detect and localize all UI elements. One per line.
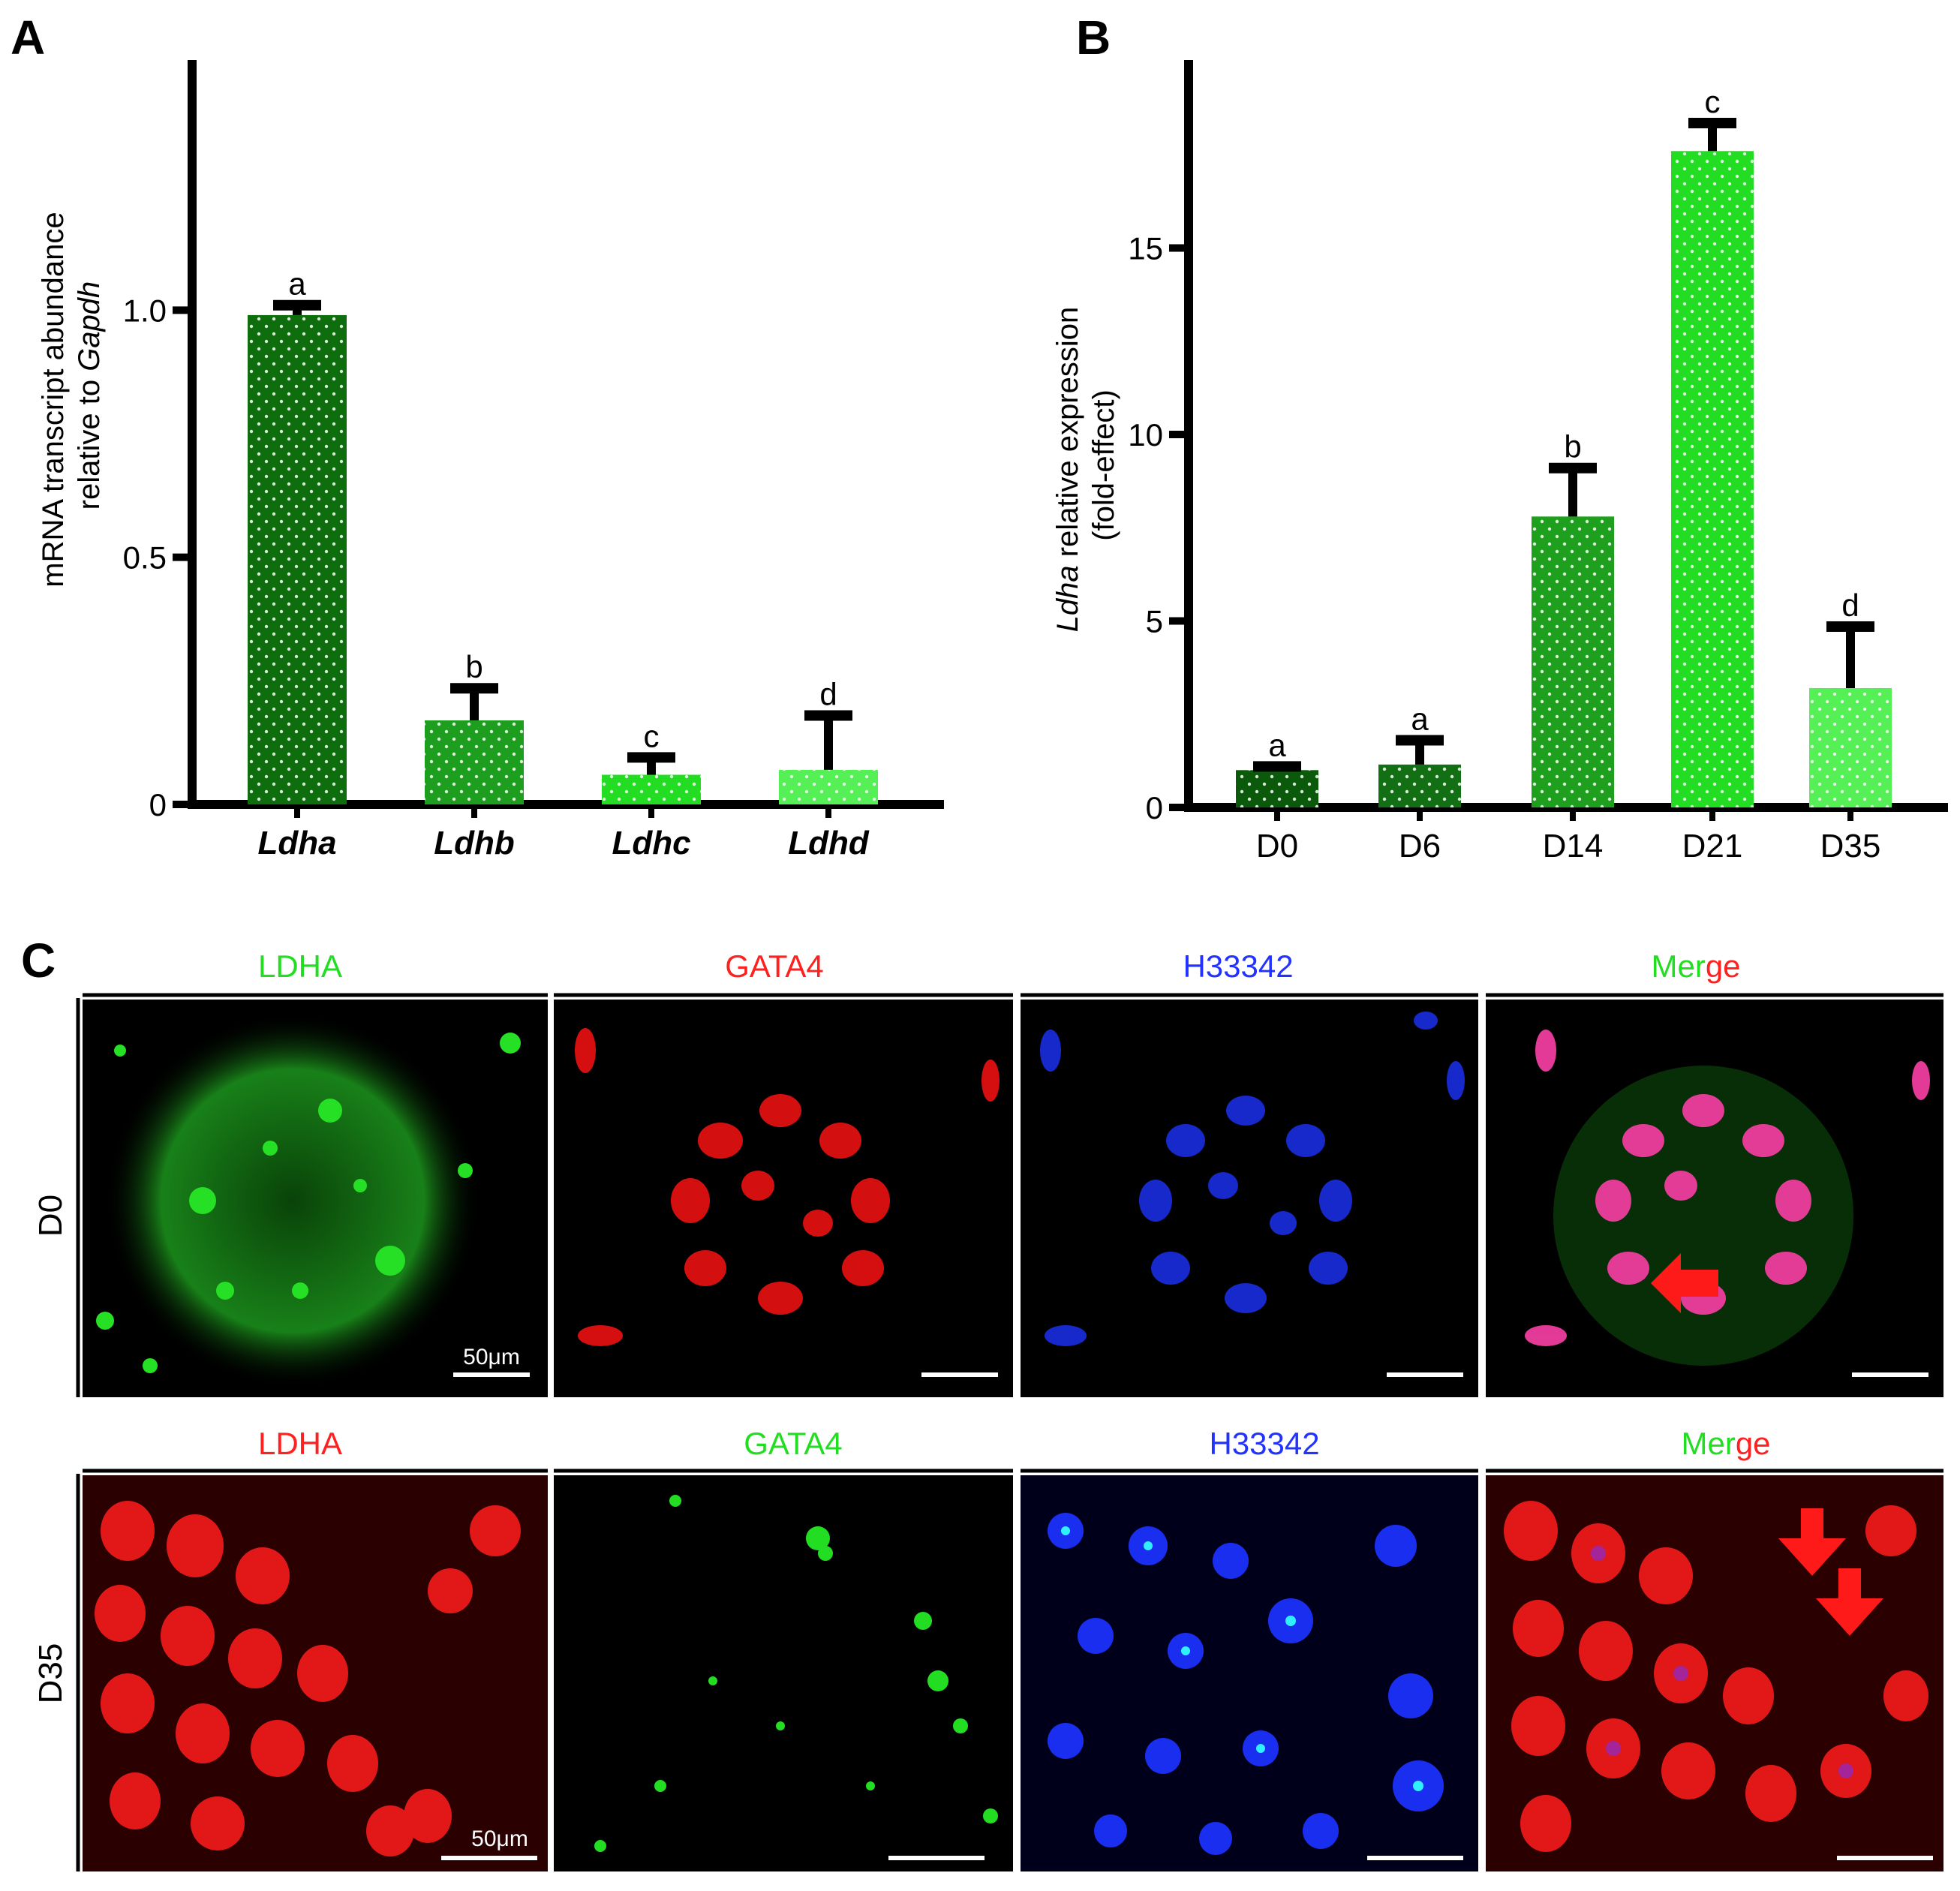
merge-part-green-2: Mer (1681, 1426, 1735, 1461)
chart-a-sig-letter: b (465, 649, 482, 684)
chart-b-ytick-label: 10 (1128, 417, 1163, 452)
chart-b-sig-letter: d (1841, 588, 1859, 623)
chart-a-ylabel-line1: mRNA transcript abundance (37, 212, 70, 587)
header-d35-gata4: GATA4 (744, 1426, 842, 1461)
chart-b-sig-letter: a (1268, 727, 1286, 762)
chart-b-sig-letter: a (1411, 702, 1429, 737)
chart-b-category-label: D21 (1682, 828, 1743, 864)
header-d35-ldha: LDHA (258, 1426, 342, 1461)
micrograph-d0-merge (1486, 1000, 1943, 1397)
chart-a-sig-letter: c (644, 718, 660, 753)
scale-label-d35: 50μm (471, 1826, 528, 1851)
chart-a-ytick-label: 0.5 (123, 540, 167, 576)
chart-a-bar-texture (779, 769, 878, 804)
micrograph-d35-ldha: 50μm (83, 1475, 548, 1871)
chart-b-sig-letter: b (1564, 429, 1581, 464)
merge-arrow-d0 (1651, 1253, 1718, 1313)
header-d35-merge: Merge (1681, 1426, 1770, 1461)
chart-b-bar-texture (1532, 516, 1614, 807)
chart-b-bar-texture (1671, 151, 1754, 807)
header-d0-ldha: LDHA (258, 949, 342, 984)
header-d0-gata4: GATA4 (725, 949, 823, 984)
header-d35-h33342: H33342 (1209, 1426, 1319, 1461)
chart-b-ylabel-line1: Ldha relative expression (1051, 307, 1084, 633)
chart-a-category-label: Ldhb (434, 825, 515, 861)
chart-a-category-label: Ldhc (612, 825, 690, 861)
chart-b-category-label: D6 (1399, 828, 1441, 864)
chart-b-sig-letter: c (1705, 84, 1721, 119)
chart-a-sig-letter: a (288, 266, 306, 302)
chart-a-sig-letter: d (819, 676, 837, 711)
header-d0-merge: Merge (1651, 949, 1740, 984)
panel-label-b: B (1076, 11, 1111, 65)
row-d35-headers: LDHA GATA4 H33342 Merge (258, 1426, 1771, 1461)
chart-b-bar-texture (1236, 770, 1318, 807)
micrograph-d35-h33342 (1021, 1475, 1478, 1871)
chart-b: Ldha relative expression (fold-effect) 0… (1051, 60, 1948, 864)
merge-part-red-2: ge (1736, 1426, 1771, 1461)
chart-a-ylabel-line2: relative to Gapdh (73, 281, 106, 510)
chart-a-ylabel: mRNA transcript abundance relative to Ga… (37, 203, 106, 587)
row-d0-headers: LDHA GATA4 H33342 Merge (258, 949, 1741, 984)
chart-b-category-label: D14 (1543, 828, 1604, 864)
chart-a-ytick-label: 1.0 (123, 293, 167, 328)
chart-b-ytick-label: 15 (1128, 231, 1163, 266)
panel-label-a: A (11, 11, 45, 65)
chart-b-ytick-label: 5 (1146, 604, 1163, 639)
micrograph-d35-merge (1486, 1475, 1943, 1871)
merge-arrow-d35-1 (1778, 1508, 1846, 1576)
micrograph-d35-gata4 (554, 1475, 1013, 1871)
chart-a: mRNA transcript abundance relative to Ga… (37, 60, 944, 861)
row-label-d35: D35 (32, 1643, 69, 1704)
chart-b-ytick-label: 0 (1146, 790, 1163, 825)
chart-a-ylabel-relative: relative to (73, 371, 106, 510)
panel-label-c: C (21, 933, 56, 988)
merge-part-red: ge (1706, 949, 1741, 984)
chart-b-ylabel-line2: (fold-effect) (1087, 389, 1120, 541)
chart-b-ylabel-ldha: Ldha (1051, 565, 1084, 632)
chart-b-category-label: D0 (1256, 828, 1298, 864)
merge-arrow-d35-2 (1816, 1568, 1883, 1636)
scale-label-d0: 50μm (463, 1345, 520, 1369)
header-d0-h33342: H33342 (1183, 949, 1293, 984)
micrograph-d0-gata4 (554, 1000, 1013, 1397)
chart-a-bar-texture (425, 720, 524, 804)
chart-a-bar-texture (602, 774, 701, 804)
chart-b-category-label: D35 (1820, 828, 1881, 864)
chart-a-ylabel-gapdh: Gapdh (73, 281, 106, 371)
micrograph-d0-ldha: 50μm (83, 1000, 548, 1397)
chart-a-category-label: Ldha (257, 825, 336, 861)
chart-a-ytick-label: 0 (149, 787, 167, 822)
chart-b-ylabel-rest: relative expression (1051, 307, 1084, 566)
chart-b-bar-texture (1809, 687, 1892, 807)
row-label-d0: D0 (32, 1195, 69, 1237)
chart-b-bar-texture (1378, 764, 1461, 807)
chart-b-ylabel: Ldha relative expression (fold-effect) (1051, 299, 1120, 633)
chart-a-category-label: Ldhd (788, 825, 870, 861)
chart-a-bar-texture (248, 314, 347, 804)
merge-part-green: Mer (1651, 949, 1705, 984)
micrograph-d0-h33342 (1021, 1000, 1478, 1397)
